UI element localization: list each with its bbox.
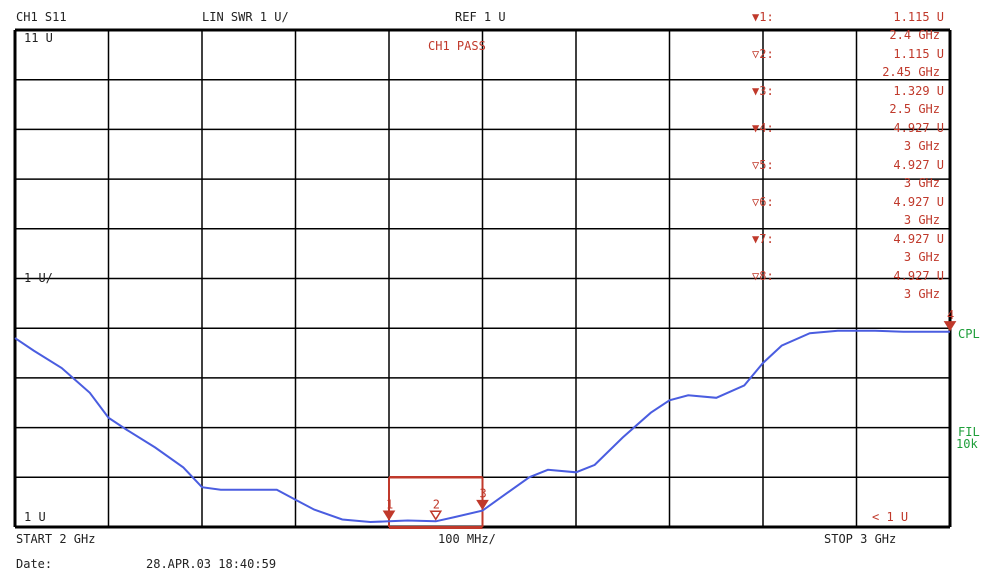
marker-3-label: ▼3:: [752, 84, 774, 98]
marker-1-value: 1.115 U: [893, 10, 944, 24]
stop-freq: STOP 3 GHz: [824, 532, 896, 546]
right-bottom-label: < 1 U: [872, 510, 908, 524]
marker-8-label: ▽8:: [752, 269, 774, 283]
marker-5-freq: 3 GHz: [904, 176, 940, 190]
marker-4-value: 4.927 U: [893, 121, 944, 135]
pass-label: CH1 PASS: [428, 39, 486, 53]
marker-6-freq: 3 GHz: [904, 213, 940, 227]
channel-label: CH1 S11: [16, 10, 67, 24]
trace-s11: [14, 329, 950, 524]
marker-3-value: 1.329 U: [893, 84, 944, 98]
ref-label: REF 1 U: [455, 10, 506, 24]
marker-2-label: ▽2:: [752, 47, 774, 61]
start-freq: START 2 GHz: [16, 532, 95, 546]
fil-status: FIL: [958, 425, 980, 439]
trace-marker-label-4: 4: [947, 308, 954, 322]
marker-1-label: ▼1:: [752, 10, 774, 24]
marker-7-label: ▼7:: [752, 232, 774, 246]
marker-1-freq: 2.4 GHz: [889, 28, 940, 42]
marker-4-freq: 3 GHz: [904, 139, 940, 153]
span-per-div: 100 MHz/: [438, 532, 496, 546]
trace-marker-3: [476, 499, 489, 511]
fil-value: 10k: [956, 437, 978, 451]
date-value: 28.APR.03 18:40:59: [146, 557, 276, 571]
trace-marker-1: [382, 510, 396, 521]
trace-markers: 1 2 3 4: [382, 308, 957, 521]
marker-8-value: 4.927 U: [893, 269, 944, 283]
marker-5-label: ▽5:: [752, 158, 774, 172]
marker-3-freq: 2.5 GHz: [889, 102, 940, 116]
mid-scale-label: 1 U/: [24, 271, 53, 285]
marker-2-value: 1.115 U: [893, 47, 944, 61]
cpl-status: CPL: [958, 327, 980, 341]
marker-5-value: 4.927 U: [893, 158, 944, 172]
top-scale-label: 11 U: [24, 31, 53, 45]
marker-table: ▼1: 1.115 U 2.4 GHz ▽2: 1.115 U 2.45 GHz ▼3: 1.…: [752, 10, 944, 301]
trace-marker-2: [429, 510, 443, 521]
bottom-scale-label: 1 U: [24, 510, 46, 524]
marker-8-freq: 3 GHz: [904, 287, 940, 301]
marker-7-freq: 3 GHz: [904, 250, 940, 264]
format-label: LIN SWR 1 U/: [202, 10, 289, 24]
trace-marker-4: [943, 321, 957, 332]
date-label: Date:: [16, 557, 52, 571]
marker-7-value: 4.927 U: [893, 232, 944, 246]
trace-marker-label-2: 2: [433, 497, 440, 511]
marker-6-value: 4.927 U: [893, 195, 944, 209]
trace-marker-label-3: 3: [480, 487, 487, 501]
trace-marker-label-1: 1: [386, 497, 393, 511]
marker-6-label: ▽6:: [752, 195, 774, 209]
marker-2-freq: 2.45 GHz: [882, 65, 940, 79]
marker-4-label: ▼4:: [752, 121, 774, 135]
